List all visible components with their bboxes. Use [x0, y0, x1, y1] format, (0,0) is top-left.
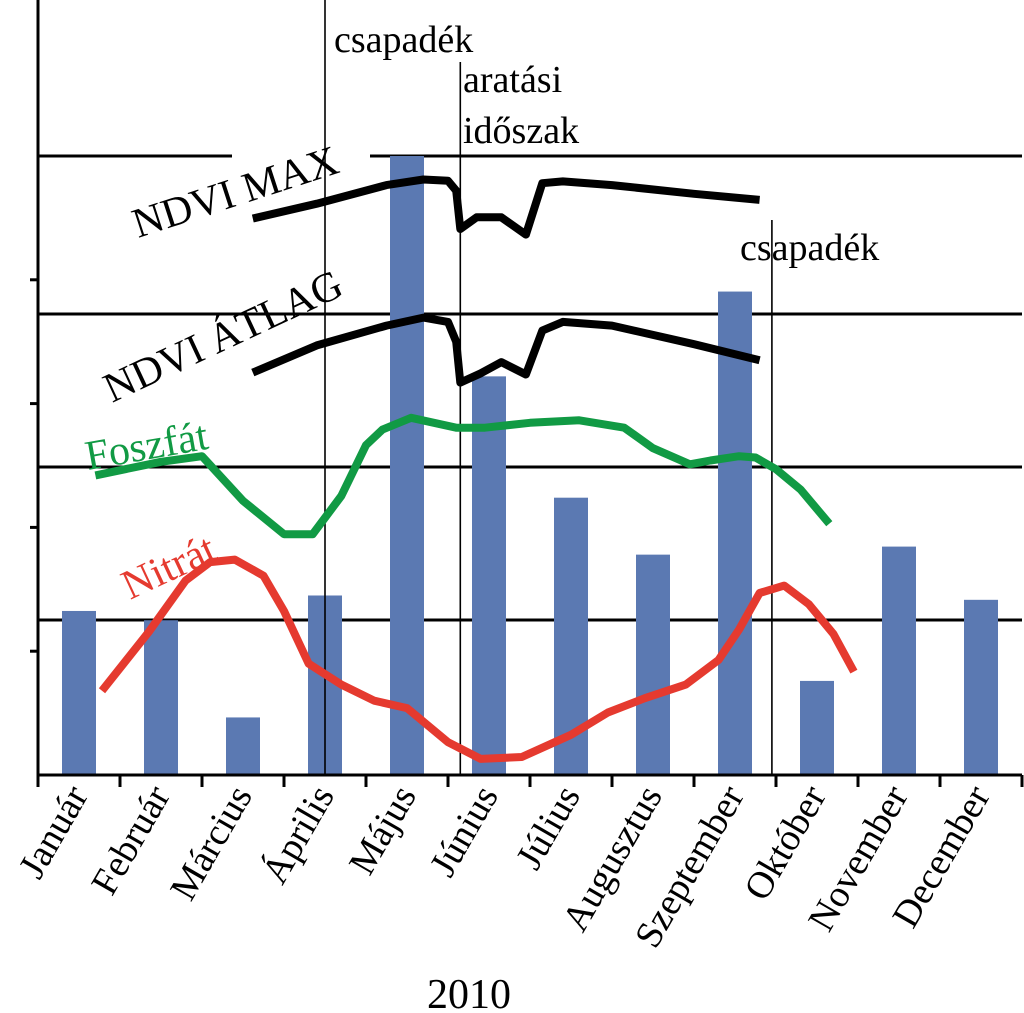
grid-lines: [38, 154, 1022, 622]
bar-február: [144, 620, 178, 775]
x-ticks: [36, 775, 1024, 787]
bar-január: [62, 610, 96, 775]
bar-május: [390, 156, 424, 775]
line-ndvi-átlag: [251, 313, 761, 387]
annotation-csapadek-2: csapadék: [740, 227, 879, 269]
x-tick-label: Január: [11, 778, 97, 885]
x-axis-title: 2010: [427, 972, 511, 1013]
nitrat-label: Nitrát: [115, 526, 224, 609]
bar-augusztus: [636, 554, 670, 775]
x-tick-label: Május: [341, 779, 425, 882]
x-tick-label: Július: [508, 779, 589, 877]
event-lines: [324, 0, 773, 775]
line-nitrát: [98, 555, 858, 763]
bar-szeptember: [718, 291, 752, 775]
line-foszfát: [94, 413, 833, 539]
annotation-aratasi: aratási: [463, 59, 562, 101]
x-tick-label: Március: [162, 779, 261, 908]
annotation-csapadek-1: csapadék: [334, 19, 473, 61]
line-ndvi-max: [251, 175, 760, 239]
foszfat-label: Foszfát: [82, 413, 212, 480]
bar-június: [472, 376, 506, 775]
ndvi-atlag-label: NDVI ÁTLAG: [96, 261, 350, 413]
bar-március: [226, 717, 260, 775]
y-ticks: [30, 278, 38, 653]
bar-series: [62, 156, 998, 775]
x-tick-label: Április: [254, 779, 343, 891]
line-series: [94, 175, 858, 763]
bar-október: [800, 680, 834, 775]
bar-november: [882, 546, 916, 775]
ndvi-max-label: NDVI MAX: [127, 138, 344, 248]
annotation-idoszak: időszak: [463, 110, 579, 152]
bar-december: [964, 599, 998, 775]
x-tick-label: Június: [422, 779, 507, 884]
